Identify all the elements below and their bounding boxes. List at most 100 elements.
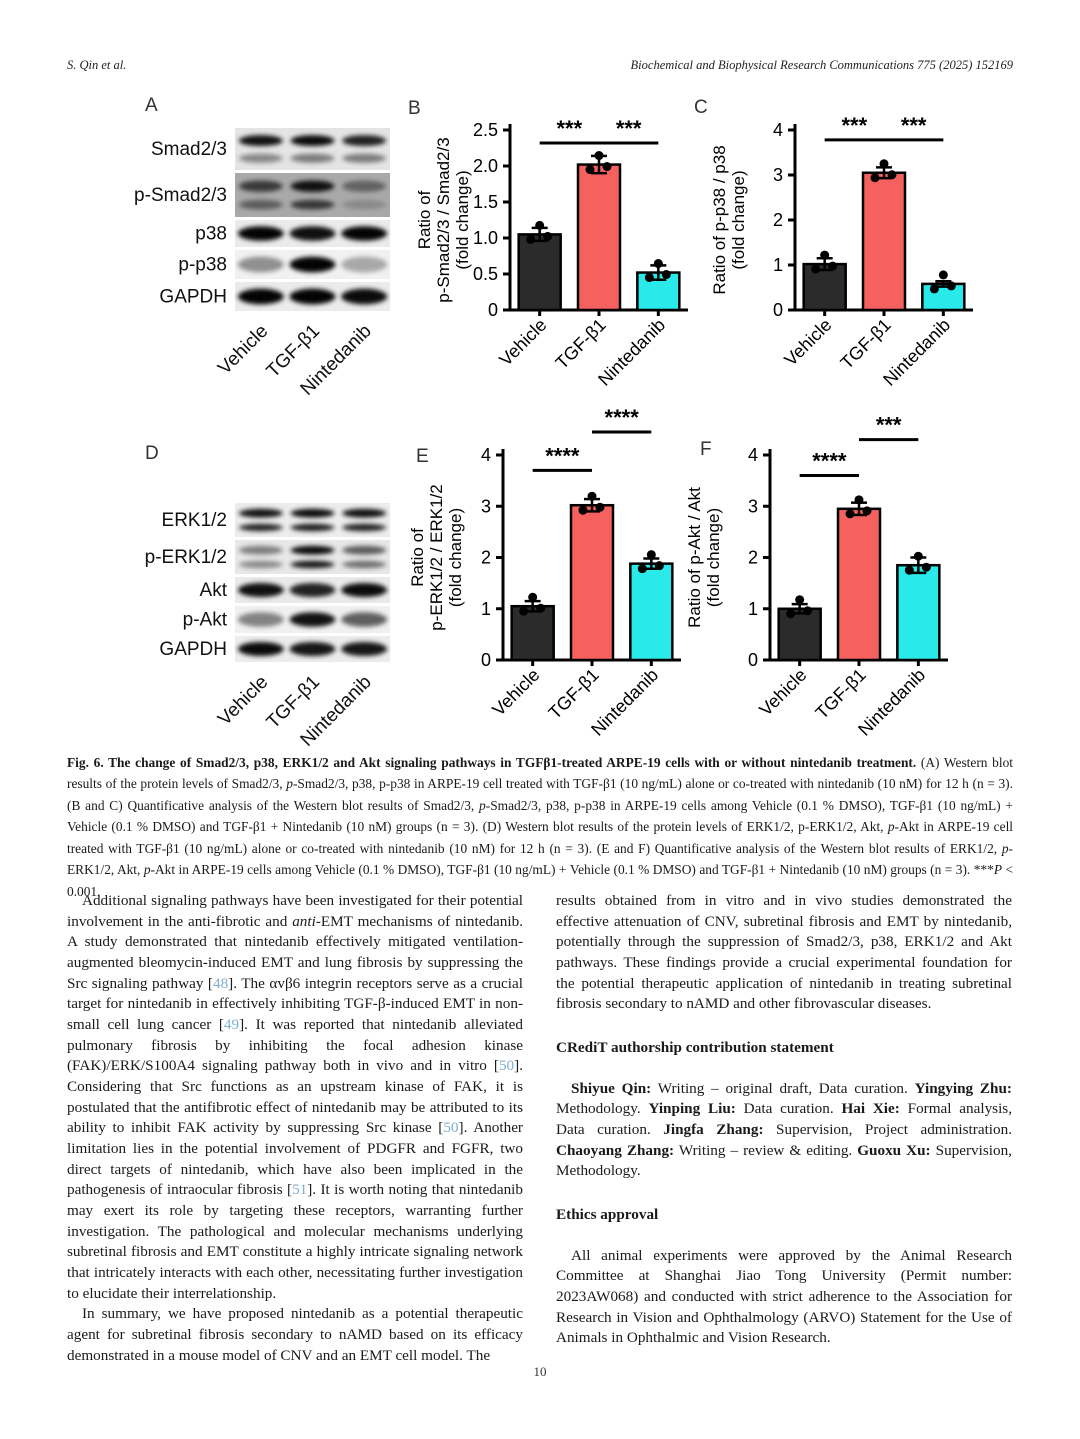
text-segment: Fig. 6. The change of Smad2/3, p38, ERK1…: [67, 755, 917, 770]
protein-band: [342, 545, 387, 555]
text-segment: Formal analysis, Data curation.: [556, 1100, 1013, 1139]
blot-strip-p-Smad2/3: [235, 173, 390, 217]
page-header: S. Qin et al. Biochemical and Biophysica…: [67, 58, 1013, 73]
body-paragraph: results obtained from in vitro and in vi…: [556, 891, 1012, 1015]
y-tick-label: 0: [748, 650, 758, 670]
blot-strip-Smad2/3: [235, 128, 390, 170]
x-category-label: TGF-β1: [812, 665, 870, 723]
citation-ref[interactable]: 51: [292, 1181, 308, 1199]
protein-band: [341, 256, 388, 273]
text-segment: P: [993, 862, 1002, 878]
y-tick-label: 4: [773, 120, 783, 140]
y-tick-label: 2: [481, 548, 491, 568]
data-point: [578, 505, 588, 515]
y-tick-label: 0.5: [473, 264, 498, 284]
text-segment: ]. It is worth noting that nintedanib ma…: [67, 1181, 523, 1302]
text-segment: p: [479, 797, 486, 813]
data-point: [879, 159, 889, 169]
citation-ref[interactable]: 50: [498, 1057, 515, 1075]
significance-stars: ****: [545, 443, 580, 468]
lane-label: Vehicle: [214, 672, 272, 730]
data-point: [654, 561, 664, 571]
y-tick-label: 0: [481, 650, 491, 670]
protein-band: [237, 641, 284, 657]
protein-band: [290, 545, 335, 555]
data-point: [929, 284, 939, 294]
data-point: [938, 270, 948, 280]
data-point: [887, 170, 897, 180]
text-segment: All animal experiments were approved by …: [556, 1246, 1012, 1347]
data-point: [595, 502, 605, 512]
protein-band: [341, 612, 388, 627]
protein-band: [341, 226, 388, 241]
bar-Nintedanib: [896, 563, 941, 662]
significance-stars: ****: [605, 405, 640, 430]
western-blot-panel-d: ERK1/2p-ERK1/2Aktp-AktGAPDHVehicleTGF-β1…: [145, 503, 390, 751]
data-point: [803, 606, 813, 616]
y-tick-label: 3: [481, 496, 491, 516]
text-segment: -Akt in ARPE-19 cell treated with TGF-β1…: [67, 819, 1014, 856]
y-tick-label: 2: [773, 210, 783, 230]
data-point: [820, 250, 830, 260]
text-segment: p: [143, 862, 151, 878]
data-point: [526, 234, 536, 244]
y-tick-label: 1.5: [473, 192, 498, 212]
y-tick-label: 1: [773, 255, 783, 275]
text-segment: Yinping Liu:: [648, 1100, 736, 1118]
protein-band: [237, 226, 284, 241]
protein-band: [342, 523, 387, 532]
text-segment: ]. Considering that Src functions as an …: [67, 1057, 523, 1137]
protein-band: [289, 612, 336, 627]
text-segment: Writing – original draft, Data curation.: [651, 1079, 915, 1097]
protein-band: [238, 545, 283, 555]
data-point: [946, 281, 956, 291]
text-segment: -Smad2/3, p38, p-p38 in ARPE-19 cells am…: [67, 797, 1013, 835]
text-segment: Writing – review & editing.: [674, 1141, 858, 1159]
y-axis-label: Ratio of: [408, 528, 427, 587]
protein-band: [341, 288, 388, 305]
x-category-label: TGF-β1: [837, 315, 895, 373]
y-axis-label: p-Smad2/3 / Smad2/3: [434, 137, 453, 302]
text-segment: -Akt in ARPE-19 cells among Vehicle (0.1…: [150, 862, 994, 878]
text-segment: p: [887, 819, 895, 835]
text-segment: anti: [292, 912, 316, 930]
protein-band: [290, 508, 335, 518]
y-tick-label: 0: [773, 300, 783, 320]
panel-label-f: F: [700, 439, 712, 460]
protein-band: [290, 523, 335, 532]
blot-strip-p-ERK1/2: [235, 540, 390, 574]
citation-ref[interactable]: 50: [443, 1119, 459, 1137]
text-segment: results obtained from in vitro and in vi…: [556, 892, 1012, 1013]
protein-band: [238, 135, 283, 147]
protein-band: [342, 153, 387, 163]
text-column-left: Additional signaling pathways have been …: [67, 891, 523, 1366]
data-point: [913, 551, 923, 561]
protein-band: [290, 199, 335, 210]
text-segment: p: [286, 776, 293, 792]
data-point: [637, 564, 647, 574]
text-segment: Supervision, Methodology.: [556, 1141, 1012, 1180]
y-axis-label: Ratio of p-p38 / p38: [710, 145, 729, 294]
text-segment: -Smad2/3, p38, p-p38 in ARPE-19 cell tre…: [67, 776, 1013, 813]
data-point: [854, 495, 864, 505]
y-tick-label: 1.0: [473, 228, 498, 248]
data-point: [587, 491, 597, 501]
bar-TGF-β1: [836, 507, 882, 662]
citation-ref[interactable]: 49: [223, 1016, 240, 1034]
citation-ref[interactable]: 48: [212, 974, 229, 992]
protein-band: [290, 135, 335, 147]
text-segment: (A) Western blot results of the protein …: [67, 755, 1013, 792]
body-paragraph: Additional signaling pathways have been …: [67, 891, 523, 1304]
section-heading: CRediT authorship contribution statement: [556, 1039, 834, 1057]
y-axis-label: (fold change): [446, 508, 465, 607]
data-point: [845, 509, 855, 519]
blot-strip-ERK1/2: [235, 503, 390, 537]
protein-band: [238, 199, 283, 210]
data-point: [921, 562, 931, 572]
text-segment: ]. Another limitation lies in the potent…: [67, 1119, 523, 1199]
data-point: [862, 506, 872, 516]
protein-band: [238, 180, 283, 192]
protein-band: [342, 180, 387, 192]
y-axis-label: Ratio of p-Akt / Akt: [685, 487, 704, 628]
